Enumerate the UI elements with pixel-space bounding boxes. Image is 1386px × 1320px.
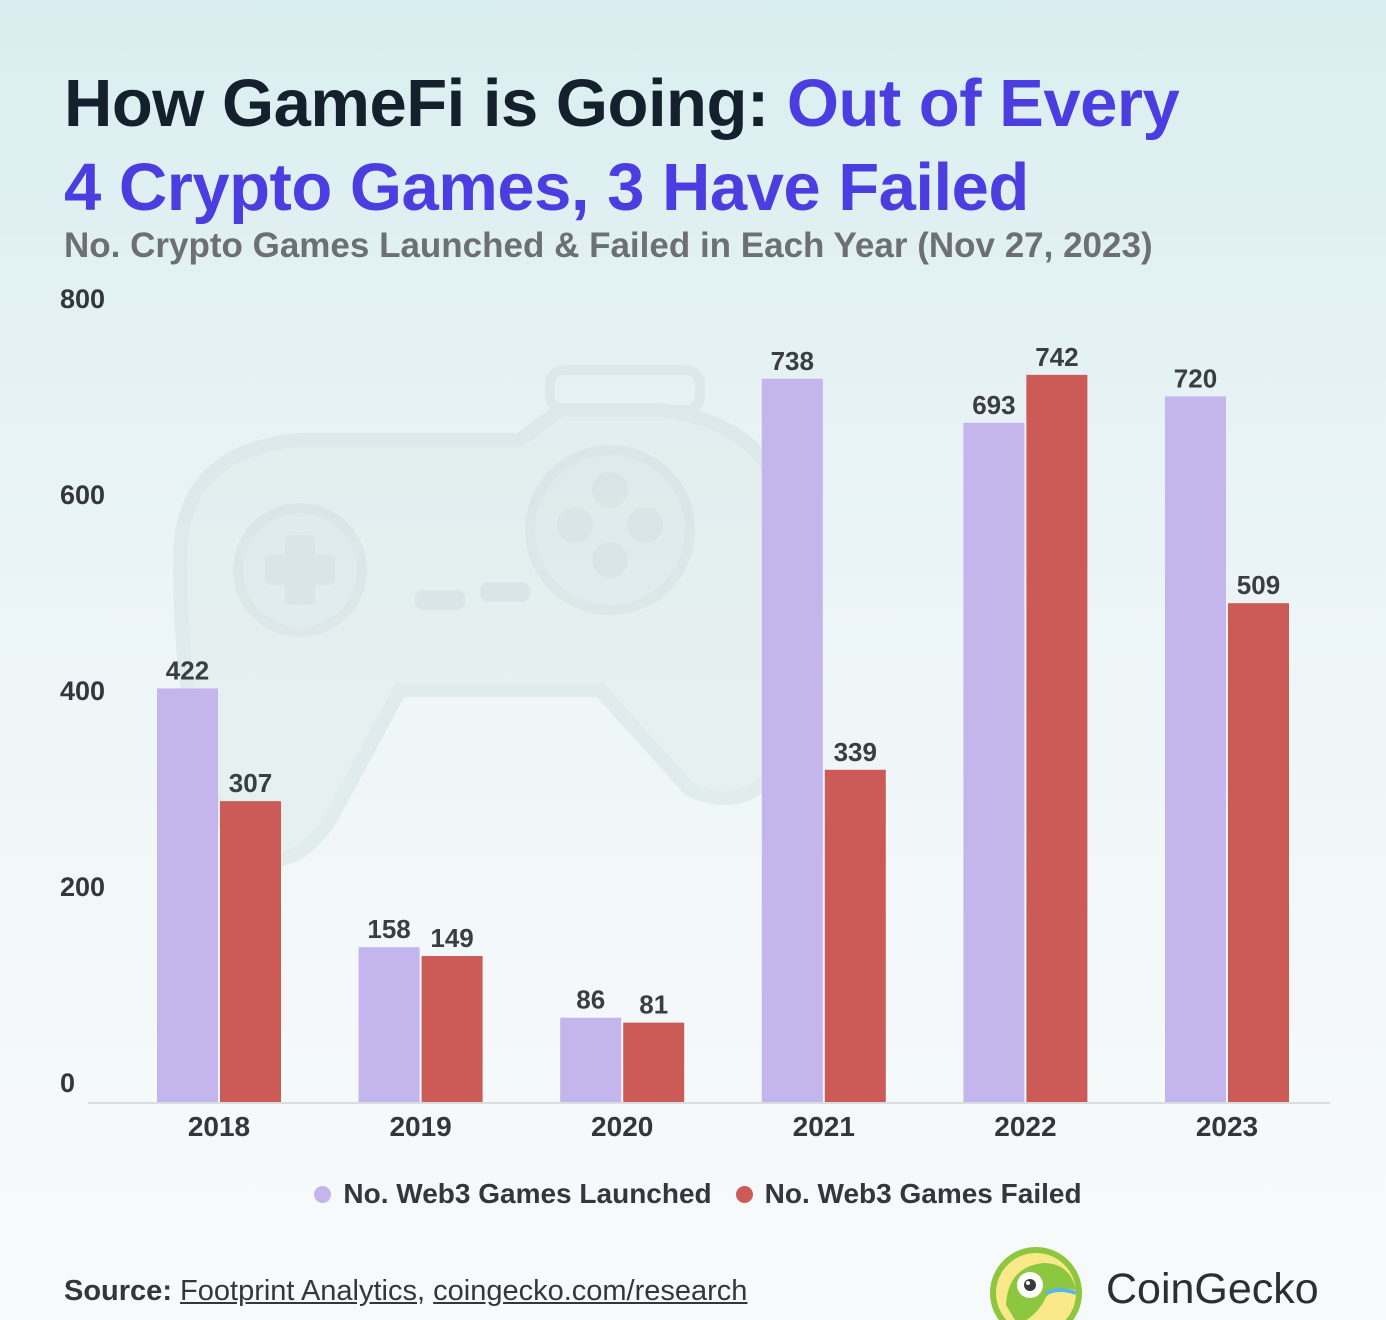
x-tick-label-2021: 2021 [793, 1111, 855, 1142]
data-label-launched-2018: 422 [166, 655, 209, 685]
legend-swatch-failed [735, 1185, 753, 1203]
data-label-launched-2019: 158 [367, 914, 410, 944]
bar-failed-2018 [220, 801, 281, 1102]
bar-launched-2021 [761, 378, 823, 1102]
bar-launched-2020 [560, 1017, 622, 1102]
data-label-failed-2022: 742 [1035, 342, 1078, 372]
legend-item-launched: No. Web3 Games Launched [314, 1178, 712, 1210]
source-link-coingecko[interactable]: coingecko.com/research [433, 1275, 748, 1307]
x-tick-label-2023: 2023 [1196, 1111, 1258, 1142]
legend-swatch-launched [314, 1185, 332, 1203]
legend-item-failed: No. Web3 Games Failed [735, 1178, 1082, 1210]
x-tick-label-2018: 2018 [188, 1111, 250, 1142]
coingecko-logo-icon [990, 1247, 1082, 1320]
source-link-footprint[interactable]: Footprint Analytics [180, 1275, 417, 1307]
source-label: Source: [64, 1275, 172, 1307]
bar-launched-2023 [1165, 396, 1226, 1102]
x-tick-label-2020: 2020 [591, 1111, 653, 1142]
chart-subtitle: No. Crypto Games Launched & Failed in Ea… [64, 226, 1153, 265]
bar-failed-2021 [824, 769, 886, 1102]
y-tick-label-600: 600 [60, 480, 105, 510]
data-label-failed-2020: 81 [639, 990, 668, 1020]
x-tick-label-2022: 2022 [994, 1111, 1056, 1142]
legend-label-launched: No. Web3 Games Launched [343, 1178, 712, 1209]
y-tick-label-800: 800 [60, 284, 105, 314]
bar-failed-2022 [1026, 374, 1088, 1103]
title-part-3: 4 Crypto Games, 3 Have Failed [64, 150, 1029, 225]
data-label-failed-2019: 149 [430, 923, 473, 953]
bar-chart: 0 200 400 600 800 422 307 158 149 86 81 738 339 693 7… [60, 284, 1330, 1142]
brand-name: CoinGecko [1106, 1265, 1319, 1313]
source-line: Source: Footprint Analytics, coingecko.c… [64, 1275, 747, 1308]
source-separator: , [417, 1275, 426, 1307]
data-label-failed-2018: 307 [229, 768, 272, 798]
data-label-launched-2023: 720 [1174, 363, 1217, 393]
bar-failed-2020 [623, 1022, 685, 1102]
data-label-failed-2023: 509 [1237, 570, 1280, 600]
title-part-2: Out of Every [786, 66, 1180, 141]
y-tick-label-400: 400 [60, 676, 105, 706]
bar-launched-2018 [157, 688, 218, 1102]
data-label-failed-2021: 339 [834, 737, 877, 767]
y-tick-label-200: 200 [60, 872, 105, 902]
data-label-launched-2022: 693 [972, 390, 1015, 420]
x-tick-label-2019: 2019 [389, 1111, 451, 1142]
bar-failed-2023 [1228, 603, 1289, 1102]
data-label-launched-2020: 86 [576, 985, 605, 1015]
gamepad-icon [172, 365, 800, 867]
coingecko-brand: CoinGecko [988, 1245, 1386, 1320]
legend-label-failed: No. Web3 Games Failed [764, 1178, 1082, 1209]
bar-launched-2019 [358, 947, 420, 1102]
data-label-launched-2021: 738 [771, 346, 814, 376]
y-tick-label-0: 0 [60, 1068, 75, 1098]
bar-failed-2019 [421, 955, 483, 1102]
bar-launched-2022 [963, 422, 1025, 1102]
title-part-1: How GameFi is Going: [64, 66, 787, 141]
legend: No. Web3 Games Launched No. Web3 Games F… [0, 1178, 1386, 1210]
chart-title: How GameFi is Going: Out of Every 4 Crypt… [64, 62, 1344, 230]
